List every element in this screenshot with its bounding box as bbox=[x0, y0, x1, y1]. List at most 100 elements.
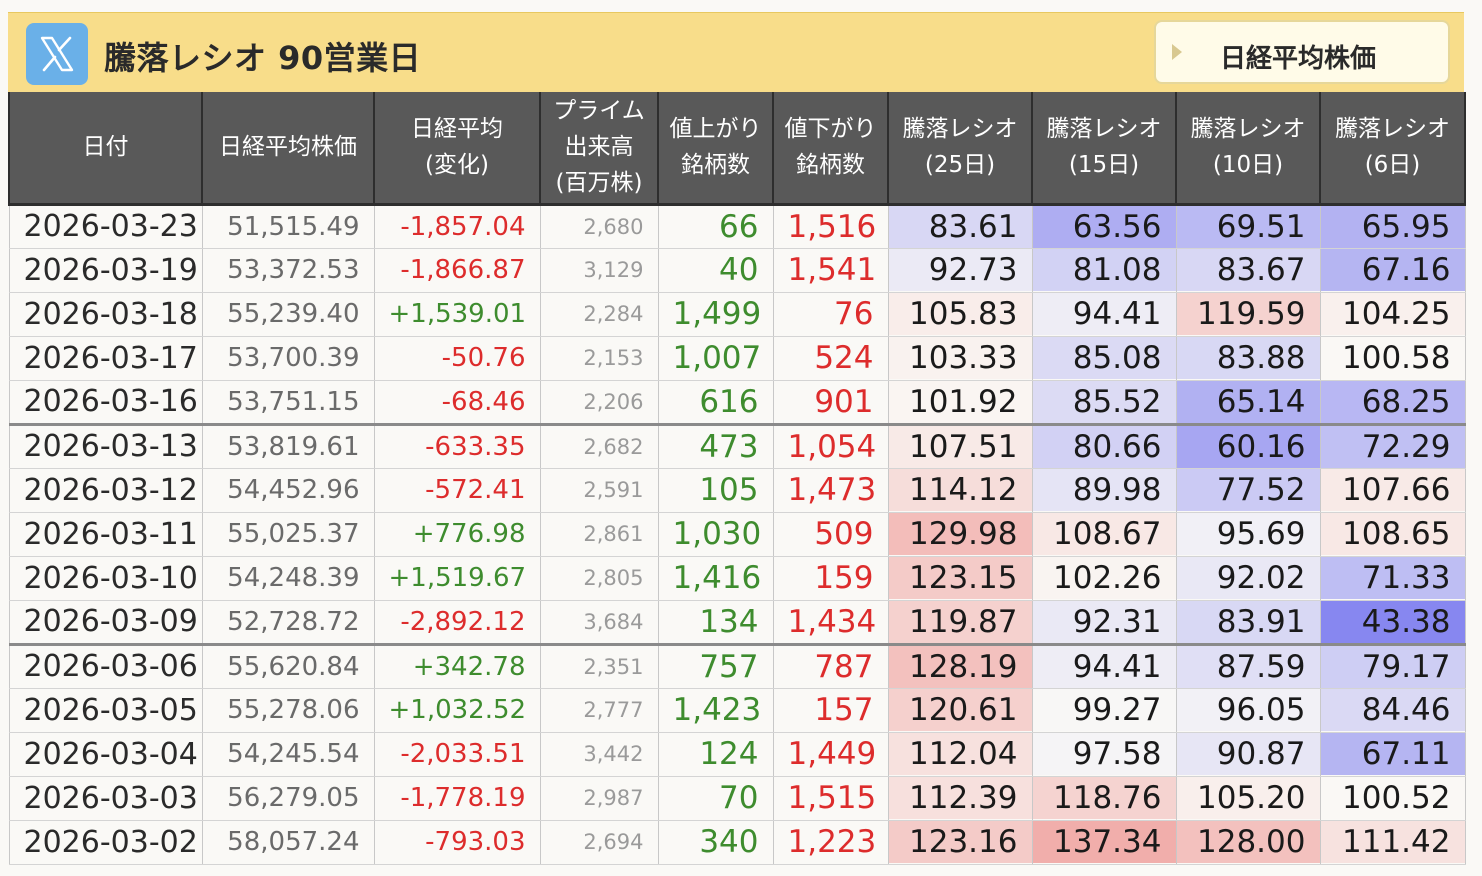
nikkei-index-cell: 58,057.24 bbox=[201, 820, 375, 865]
date-cell-value: 2026-03-04 bbox=[23, 736, 198, 772]
ratio-6-cell: 71.33 bbox=[1319, 556, 1466, 601]
nikkei-change-cell: -1,866.87 bbox=[373, 248, 541, 293]
nikkei-change-cell: +1,539.01 bbox=[373, 292, 541, 337]
ratio-10-cell-value: 83.67 bbox=[1177, 249, 1319, 291]
decliners-cell-value: 1,516 bbox=[787, 208, 877, 245]
table-row: 2026-03-18 55,239.40 +1,539.01 2,284 1,499 76… bbox=[8, 292, 1466, 337]
nikkei-index-cell-value: 54,248.39 bbox=[227, 563, 360, 593]
ratio-15-cell: 85.52 bbox=[1031, 380, 1177, 425]
advancers-cell: 616 bbox=[657, 380, 774, 425]
advancers-cell: 105 bbox=[657, 468, 774, 513]
advancers-cell-value: 134 bbox=[699, 603, 759, 640]
ratio-15-cell-value: 108.67 bbox=[1033, 513, 1175, 555]
prime-volume-cell: 2,206 bbox=[539, 380, 659, 425]
nikkei-index-cell: 55,239.40 bbox=[201, 292, 375, 337]
ratio-10-cell-value: 105.20 bbox=[1177, 777, 1319, 819]
prime-volume-cell-value: 2,694 bbox=[583, 830, 644, 854]
decliners-cell-value: 1,473 bbox=[787, 472, 877, 508]
nikkei-index-cell-value: 52,728.72 bbox=[227, 606, 360, 637]
ratio-10-cell: 65.14 bbox=[1175, 380, 1321, 425]
nikkei-change-cell: -1,857.04 bbox=[373, 204, 541, 249]
col-header-prime-volume: プライム 出来高 (百万株) bbox=[539, 92, 659, 206]
nikkei-index-cell: 51,515.49 bbox=[201, 204, 375, 249]
decliners-cell-value: 76 bbox=[834, 296, 874, 332]
nikkei-index-cell: 54,452.96 bbox=[201, 468, 375, 513]
x-logo-icon[interactable] bbox=[26, 23, 88, 85]
nikkei-change-cell-value: -1,866.87 bbox=[400, 255, 526, 285]
ratio-10-cell-value: 77.52 bbox=[1177, 469, 1319, 511]
date-cell: 2026-03-06 bbox=[8, 642, 203, 689]
ratio-25-cell-value: 114.12 bbox=[889, 469, 1031, 511]
table-row: 2026-03-10 54,248.39 +1,519.67 2,805 1,416 15… bbox=[8, 556, 1466, 601]
advancers-cell: 1,423 bbox=[657, 688, 774, 733]
date-cell-value: 2026-03-13 bbox=[23, 429, 198, 464]
decliners-cell: 1,541 bbox=[772, 248, 889, 293]
ratio-25-cell: 92.73 bbox=[887, 248, 1033, 293]
table-row: 2026-03-16 53,751.15 -68.46 2,206 616 901 101.… bbox=[8, 380, 1466, 425]
advancers-cell: 1,007 bbox=[657, 336, 774, 381]
date-cell-value: 2026-03-19 bbox=[23, 252, 198, 288]
ratio-15-cell-value: 89.98 bbox=[1033, 469, 1175, 511]
ratio-25-cell: 123.16 bbox=[887, 820, 1033, 865]
prime-volume-cell: 2,987 bbox=[539, 776, 659, 821]
ratio-10-cell: 69.51 bbox=[1175, 204, 1321, 249]
ratio-6-cell-value: 68.25 bbox=[1321, 380, 1464, 423]
nikkei-index-button[interactable]: 日経平均株価 bbox=[1154, 20, 1450, 84]
decliners-cell-value: 901 bbox=[814, 383, 874, 420]
nikkei-change-cell-value: +1,032.52 bbox=[388, 695, 527, 725]
decliners-cell: 524 bbox=[772, 336, 889, 381]
ratio-6-cell-value: 67.11 bbox=[1321, 733, 1464, 775]
nikkei-index-cell-value: 54,452.96 bbox=[227, 475, 360, 505]
prime-volume-cell: 2,284 bbox=[539, 292, 659, 337]
ratio-6-cell-value: 71.33 bbox=[1321, 557, 1464, 599]
ratio-6-cell: 100.58 bbox=[1319, 336, 1466, 381]
nikkei-change-cell: -68.46 bbox=[373, 380, 541, 425]
prime-volume-cell: 2,591 bbox=[539, 468, 659, 513]
advancers-cell-value: 105 bbox=[699, 472, 759, 508]
advancers-cell-value: 1,007 bbox=[672, 340, 762, 376]
date-cell-value: 2026-03-10 bbox=[23, 560, 198, 596]
ratio-25-cell-value: 120.61 bbox=[889, 689, 1031, 731]
page-title: 騰落レシオ 90営業日 bbox=[104, 39, 422, 77]
table-row: 2026-03-17 53,700.39 -50.76 2,153 1,007 524 10… bbox=[8, 336, 1466, 381]
ratio-10-cell: 95.69 bbox=[1175, 512, 1321, 557]
ratio-25-cell: 103.33 bbox=[887, 336, 1033, 381]
col-header-advancers: 値上がり 銘柄数 bbox=[657, 92, 774, 206]
date-cell: 2026-03-04 bbox=[8, 732, 203, 777]
nikkei-index-cell-value: 53,751.15 bbox=[227, 386, 360, 417]
ratio-6-cell: 84.46 bbox=[1319, 688, 1466, 733]
nikkei-change-cell-value: -2,892.12 bbox=[400, 606, 526, 637]
advancers-cell-value: 616 bbox=[699, 383, 759, 420]
advancers-cell-value: 1,416 bbox=[672, 560, 762, 596]
ratio-10-cell-value: 60.16 bbox=[1177, 427, 1319, 467]
decliners-cell: 1,054 bbox=[772, 422, 889, 469]
nikkei-index-cell-value: 55,278.06 bbox=[227, 695, 360, 725]
advancers-cell-value: 473 bbox=[699, 428, 759, 465]
nikkei-index-cell: 55,025.37 bbox=[201, 512, 375, 557]
ratio-25-cell-value: 129.98 bbox=[889, 513, 1031, 555]
ratio-6-cell: 79.17 bbox=[1319, 642, 1466, 689]
decliners-cell: 157 bbox=[772, 688, 889, 733]
ratio-25-cell: 83.61 bbox=[887, 204, 1033, 249]
ratio-15-cell: 94.41 bbox=[1031, 292, 1177, 337]
decliners-cell: 1,434 bbox=[772, 600, 889, 645]
prime-volume-cell-value: 2,861 bbox=[583, 522, 644, 546]
ratio-10-cell: 83.88 bbox=[1175, 336, 1321, 381]
table-row: 2026-03-11 55,025.37 +776.98 2,861 1,030 509 1… bbox=[8, 512, 1466, 557]
nikkei-index-cell: 53,751.15 bbox=[201, 380, 375, 425]
advancers-cell-value: 340 bbox=[699, 824, 759, 860]
ratio-15-cell-value: 99.27 bbox=[1033, 689, 1175, 731]
nikkei-index-cell-value: 53,819.61 bbox=[227, 431, 360, 462]
ratio-15-cell-value: 118.76 bbox=[1033, 777, 1175, 819]
ratio-10-cell: 128.00 bbox=[1175, 820, 1321, 865]
ratio-15-cell-value: 80.66 bbox=[1033, 427, 1175, 467]
table-row: 2026-03-13 53,819.61 -633.35 2,682 473 1,054 1… bbox=[8, 422, 1466, 469]
ratio-15-cell-value: 97.58 bbox=[1033, 733, 1175, 775]
nikkei-index-cell-value: 55,620.84 bbox=[227, 651, 360, 682]
ratio-25-cell: 112.04 bbox=[887, 732, 1033, 777]
ratio-10-cell-value: 83.91 bbox=[1177, 600, 1319, 643]
nikkei-change-cell-value: -633.35 bbox=[425, 431, 526, 462]
ratio-15-cell: 85.08 bbox=[1031, 336, 1177, 381]
nikkei-change-cell-value: -572.41 bbox=[425, 475, 526, 505]
decliners-cell: 1,223 bbox=[772, 820, 889, 865]
